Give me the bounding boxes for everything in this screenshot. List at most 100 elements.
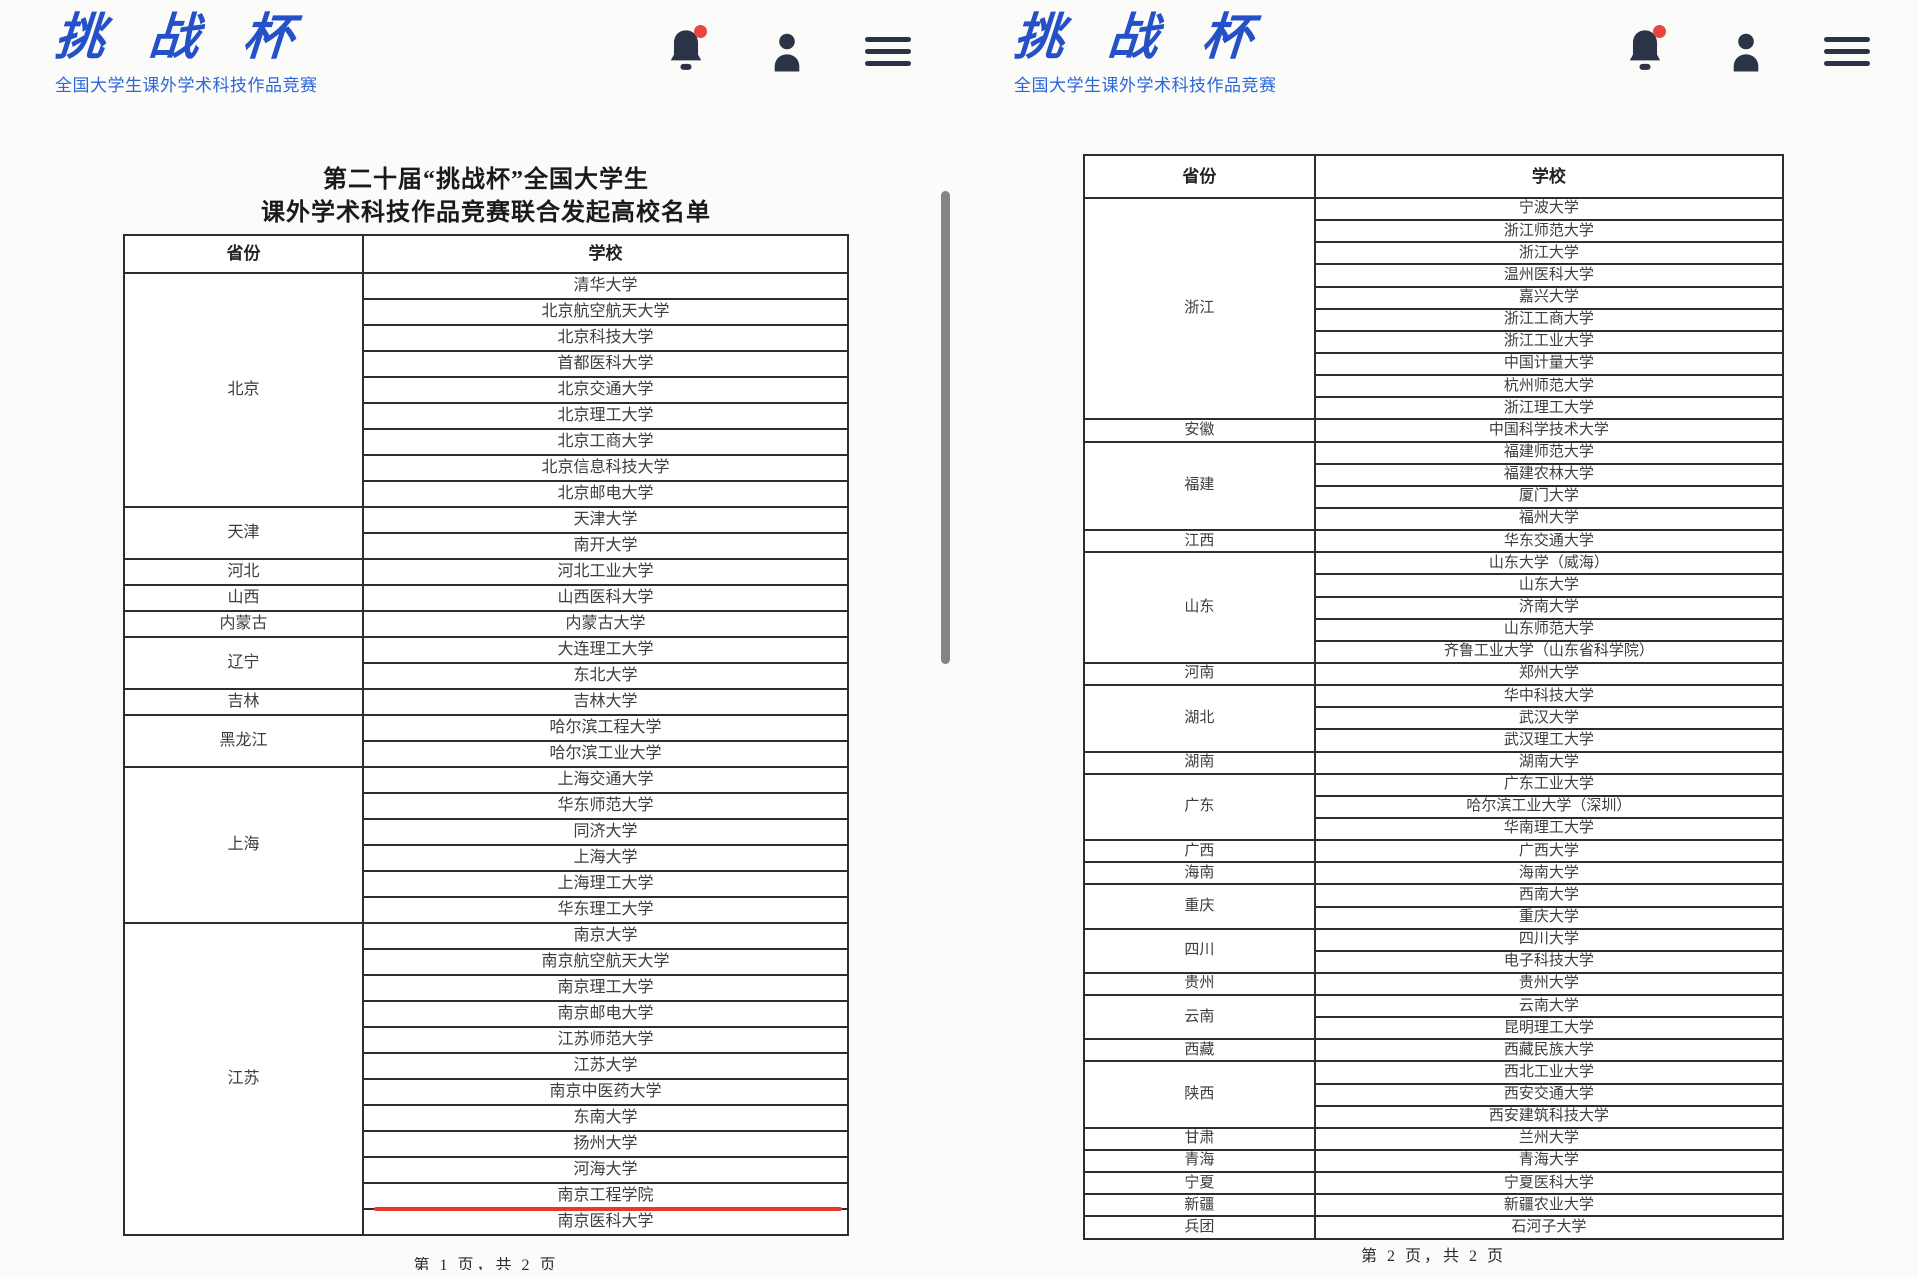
table-row: 四川 四川大学 — [1083, 927, 1785, 974]
table-row: 同济大学 — [124, 818, 850, 846]
menu-bar — [1824, 61, 1870, 66]
table-row: 华东师范大学 — [124, 792, 850, 820]
school-cell: 大连理工大学 — [361, 636, 850, 664]
school-cell: 浙江师范大学 — [1313, 219, 1785, 244]
menu-icon[interactable] — [865, 37, 911, 69]
menu-bar — [1824, 37, 1870, 42]
menu-bar — [865, 49, 911, 54]
app-logo[interactable]: 挑战杯 全国大学生课外学术科技作品竞赛 — [1012, 6, 1298, 96]
school-cell: 新疆农业大学 — [1313, 1193, 1785, 1218]
school-cell: 福建师范大学 — [1313, 440, 1785, 465]
logo-text: 挑战杯 — [1012, 9, 1298, 65]
school-cell: 厦门大学 — [1313, 484, 1785, 509]
province-cell: 甘肃 — [1083, 1126, 1316, 1152]
school-cell: 山东师范大学 — [1313, 617, 1785, 642]
table-row: 广东 广东工业大学 — [1083, 772, 1785, 842]
province-cell: 河北 — [123, 558, 364, 586]
school-cell: 齐鲁工业大学（山东省科学院） — [1313, 639, 1785, 664]
school-cell: 武汉大学 — [1313, 706, 1785, 731]
table-row: 上海 上海交通大学 — [123, 766, 850, 924]
table-row: 湖北 华中科技大学 — [1083, 684, 1785, 753]
school-cell: 山西医科大学 — [361, 584, 850, 612]
province-cell: 四川 — [1083, 927, 1316, 974]
table-row: 宁夏 宁夏医科大学 — [1083, 1171, 1785, 1196]
table-row: 北京理工大学 — [124, 402, 850, 430]
school-cell: 哈尔滨工业大学（深圳） — [1313, 794, 1785, 819]
province-cell: 内蒙古 — [123, 610, 364, 638]
table-row: 江苏大学 — [124, 1052, 850, 1080]
school-cell: 四川大学 — [1313, 927, 1785, 952]
school-cell: 南京大学 — [361, 922, 850, 950]
province-cell: 陕西 — [1083, 1060, 1316, 1129]
notification-bell-icon[interactable] — [1626, 25, 1666, 74]
school-cell: 福建农林大学 — [1313, 462, 1785, 487]
school-cell: 内蒙古大学 — [361, 610, 850, 638]
scrollbar-thumb[interactable] — [941, 191, 950, 664]
logo-text: 挑战杯 — [53, 9, 339, 65]
column-header-school: 学校 — [361, 234, 850, 274]
school-cell: 南京医科大学 — [361, 1208, 850, 1236]
table-row: 甘肃 兰州大学 — [1083, 1126, 1785, 1152]
school-cell: 华中科技大学 — [1313, 684, 1785, 709]
province-cell: 青海 — [1083, 1149, 1316, 1174]
bell-icon — [670, 30, 702, 70]
school-cell: 北京邮电大学 — [361, 480, 850, 508]
province-cell: 湖北 — [1083, 684, 1316, 753]
province-cell: 湖南 — [1083, 750, 1316, 775]
user-profile-icon[interactable] — [769, 31, 805, 73]
page-number-footer: 第 2 页，共 2 页 — [1083, 1248, 1784, 1266]
table-row: 河海大学 — [124, 1156, 850, 1184]
table-row: 河南 郑州大学 — [1083, 661, 1785, 687]
province-cell: 宁夏 — [1083, 1171, 1316, 1196]
school-cell: 石河子大学 — [1313, 1215, 1785, 1240]
table-row: 青海 青海大学 — [1083, 1149, 1785, 1174]
school-cell: 北京工商大学 — [361, 428, 850, 456]
table-row: 温州医科大学 — [1084, 263, 1785, 288]
table-row: 南京航空航天大学 — [124, 948, 850, 976]
school-cell: 杭州师范大学 — [1313, 374, 1785, 399]
red-underline-highlight — [373, 1207, 843, 1211]
table-row: 电子科技大学 — [1084, 949, 1785, 974]
school-cell: 江苏师范大学 — [361, 1026, 850, 1054]
table-row: 内蒙古 内蒙古大学 — [123, 610, 850, 638]
table-row: 安徽 中国科学技术大学 — [1083, 418, 1785, 443]
column-header-school: 学校 — [1313, 154, 1785, 199]
school-cell: 云南大学 — [1313, 994, 1785, 1019]
school-cell: 西安交通大学 — [1313, 1082, 1785, 1107]
school-cell: 上海理工大学 — [361, 870, 850, 898]
table-row: 北京邮电大学 — [124, 480, 850, 508]
province-cell: 西藏 — [1083, 1038, 1316, 1063]
table-row: 南京工程学院 — [124, 1182, 850, 1211]
table-row: 华东理工大学 — [124, 896, 850, 924]
school-cell: 贵州大学 — [1313, 971, 1785, 997]
table-row: 吉林 吉林大学 — [123, 688, 850, 716]
school-cell: 湖南大学 — [1313, 750, 1785, 775]
school-cell: 宁夏医科大学 — [1313, 1171, 1785, 1196]
school-cell: 温州医科大学 — [1313, 263, 1785, 288]
notification-bell-icon[interactable] — [667, 25, 707, 74]
table-row: 福州大学 — [1084, 506, 1785, 532]
school-cell: 华东交通大学 — [1313, 529, 1785, 554]
user-profile-icon[interactable] — [1728, 31, 1764, 73]
school-cell: 广东工业大学 — [1313, 772, 1785, 797]
school-cell: 青海大学 — [1313, 1149, 1785, 1174]
table-row: 北京信息科技大学 — [124, 454, 850, 482]
school-cell: 东南大学 — [361, 1104, 850, 1132]
app-logo[interactable]: 挑战杯 全国大学生课外学术科技作品竞赛 — [53, 6, 339, 96]
table-row: 厦门大学 — [1084, 484, 1785, 509]
table-header-row: 省份 学校 — [1083, 154, 1785, 199]
school-cell: 山东大学 — [1313, 573, 1785, 598]
table-row: 北京工商大学 — [124, 428, 850, 456]
menu-icon[interactable] — [1824, 37, 1870, 69]
school-cell: 西北工业大学 — [1313, 1060, 1785, 1085]
table-row: 齐鲁工业大学（山东省科学院） — [1084, 639, 1785, 664]
school-cell: 山东大学（威海） — [1313, 551, 1785, 576]
table-row: 东南大学 — [124, 1104, 850, 1132]
province-cell: 河南 — [1083, 661, 1316, 687]
table-row: 江苏 南京大学 — [123, 922, 850, 1236]
person-icon — [774, 33, 800, 72]
school-cell: 浙江工业大学 — [1313, 329, 1785, 354]
school-cell: 华东师范大学 — [361, 792, 850, 820]
province-cell: 江西 — [1083, 529, 1316, 554]
table-row: 北京交通大学 — [124, 376, 850, 404]
